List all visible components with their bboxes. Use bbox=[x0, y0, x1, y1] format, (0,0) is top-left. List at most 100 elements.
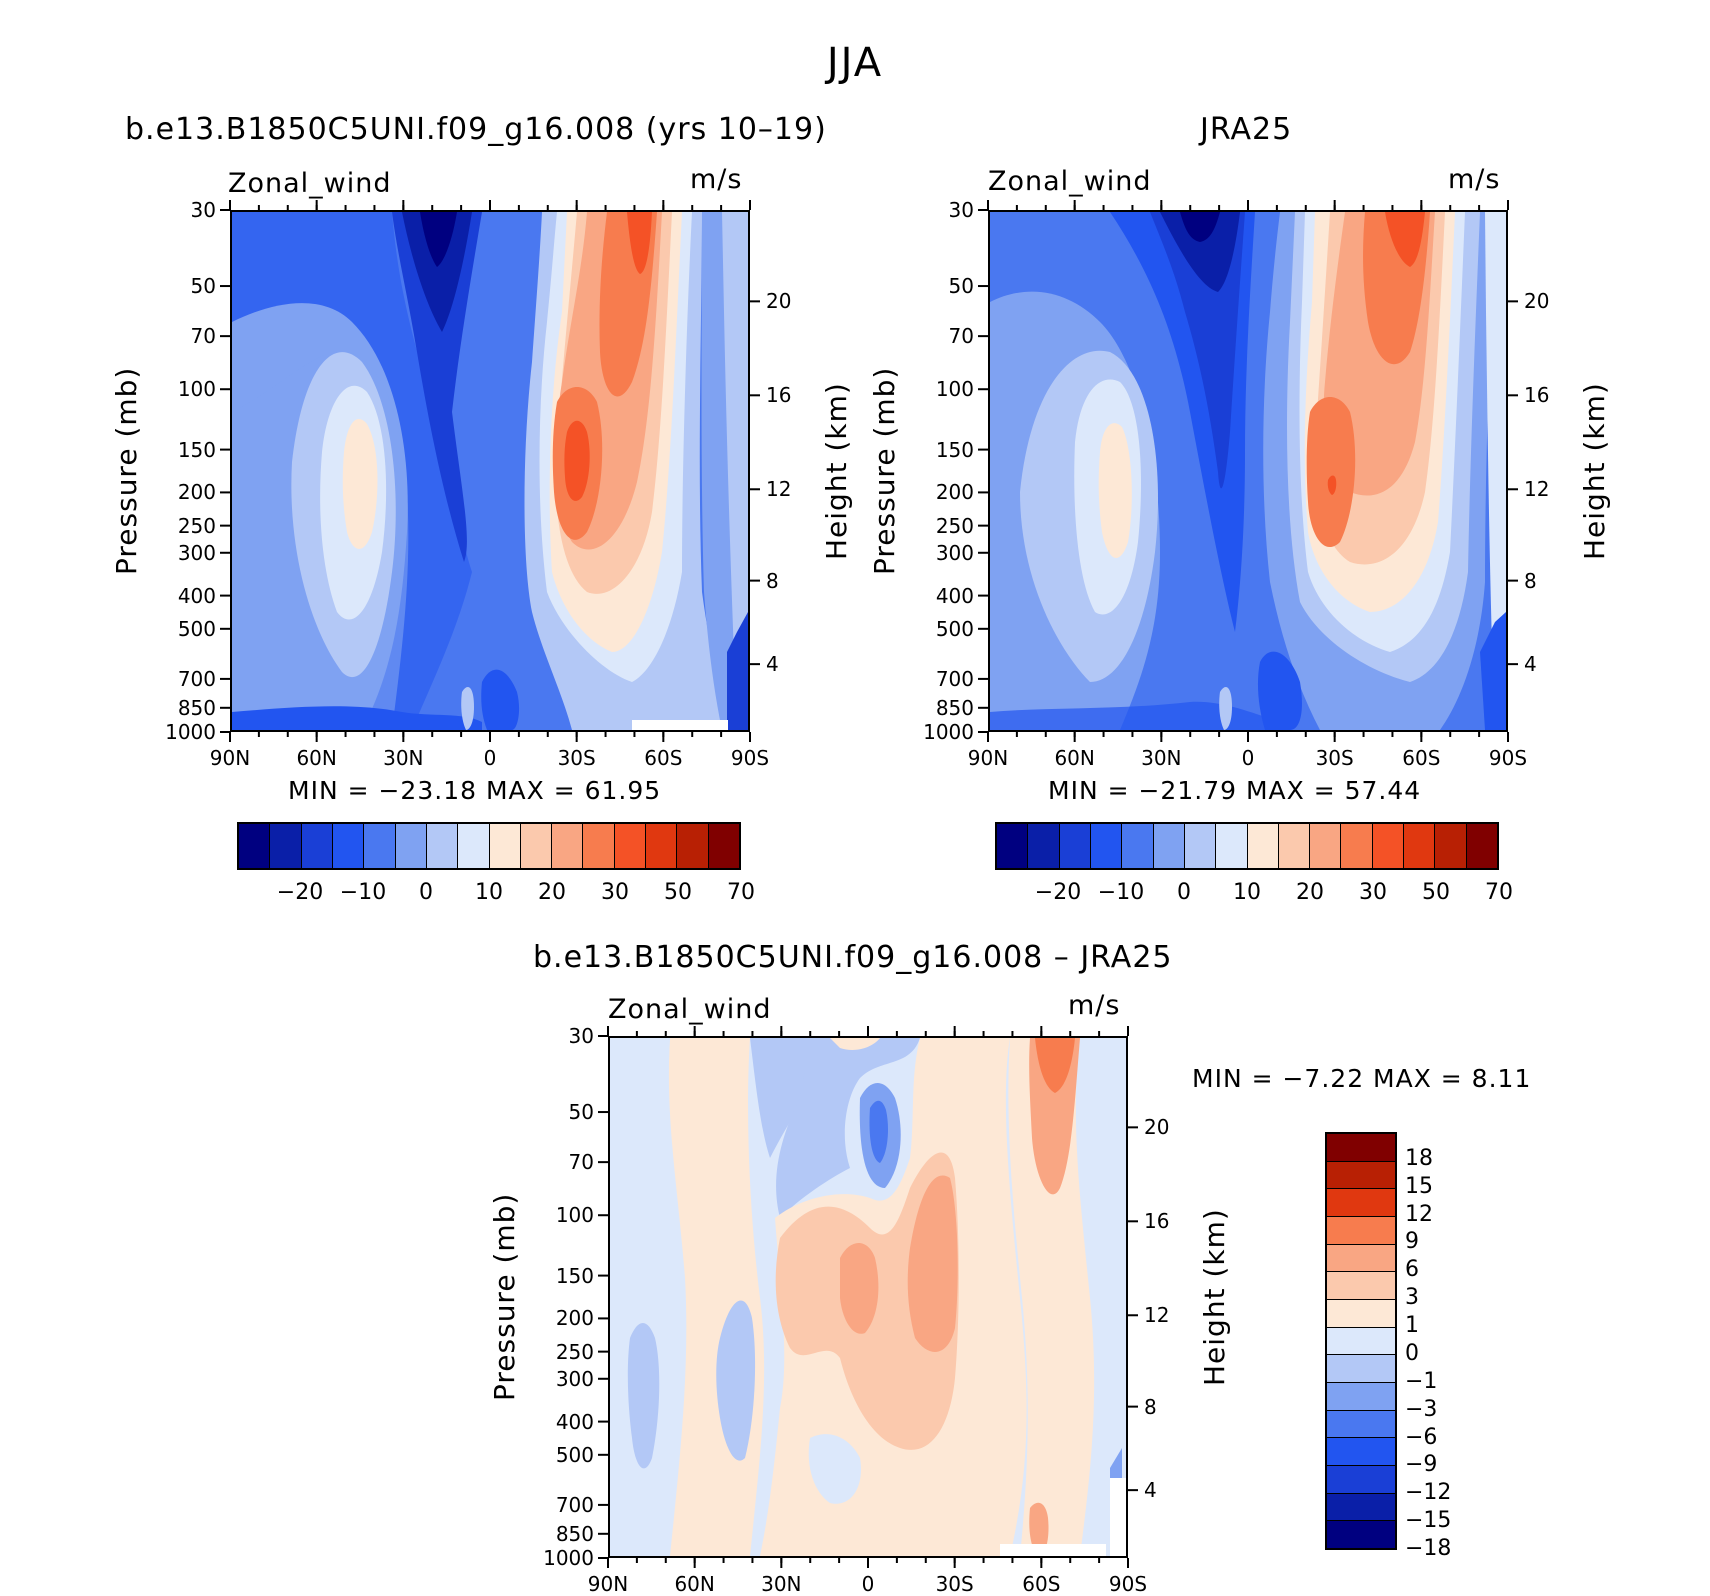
latitude-tick-label: 30N bbox=[383, 746, 424, 770]
colorbar-swatch bbox=[1327, 1355, 1395, 1384]
height-tick-label: 4 bbox=[1144, 1478, 1157, 1503]
pressure-tick-label: 400 bbox=[177, 583, 216, 608]
colorbar-swatch bbox=[1466, 824, 1497, 868]
pressure-tick-label: 100 bbox=[555, 1203, 594, 1228]
colorbar-label: 0 bbox=[1405, 1340, 1419, 1366]
colorbar-swatch bbox=[1327, 1466, 1395, 1494]
pressure-tick-label: 850 bbox=[177, 695, 216, 720]
colorbar-swatch bbox=[1059, 824, 1091, 868]
latitude-tick-label: 90S bbox=[1108, 1572, 1148, 1596]
colorbar-swatch bbox=[458, 824, 490, 868]
height-tick-label: 20 bbox=[766, 289, 792, 314]
pressure-tick-label: 1000 bbox=[165, 720, 216, 744]
pressure-tick-label: 300 bbox=[177, 540, 216, 565]
y-axis-title: Pressure (mb) bbox=[488, 1192, 521, 1402]
height-tick-label: 8 bbox=[1144, 1394, 1157, 1419]
units-label: m/s bbox=[1448, 164, 1501, 195]
colorbar-swatch bbox=[552, 824, 584, 868]
minmax-obs: MIN = −21.79 MAX = 57.44 bbox=[1048, 776, 1422, 805]
colorbar-swatch bbox=[395, 824, 427, 868]
pressure-tick-label: 70 bbox=[948, 324, 974, 349]
units-label: m/s bbox=[1068, 990, 1121, 1021]
y2-axis-title: Height (km) bbox=[1578, 382, 1611, 560]
height-tick-label: 20 bbox=[1524, 289, 1550, 314]
latitude-tick-label: 90N bbox=[587, 1572, 629, 1596]
pressure-tick-label: 150 bbox=[555, 1263, 594, 1288]
colorbar-label: −10 bbox=[339, 880, 387, 905]
y-axis-title: Pressure (mb) bbox=[110, 366, 143, 576]
pressure-tick-label: 70 bbox=[190, 324, 216, 349]
pressure-tick-label: 50 bbox=[948, 274, 974, 299]
colorbar-label: 0 bbox=[1177, 880, 1191, 905]
minmax-diff: MIN = −7.22 MAX = 8.11 bbox=[1192, 1064, 1532, 1093]
pressure-tick-label: 700 bbox=[177, 666, 216, 691]
pressure-tick-label: 30 bbox=[190, 198, 216, 222]
latitude-tick-label: 0 bbox=[483, 746, 497, 770]
latitude-tick-label: 60S bbox=[1022, 1572, 1061, 1596]
colorbar-label: 3 bbox=[1405, 1285, 1419, 1311]
colorbar-swatch bbox=[1435, 824, 1467, 868]
contour-plot-model bbox=[230, 210, 750, 732]
colorbar-label: −6 bbox=[1405, 1424, 1438, 1450]
colorbar-swatch bbox=[1153, 824, 1185, 868]
colorbar-label: 20 bbox=[538, 880, 566, 905]
minmax-model: MIN = −23.18 MAX = 61.95 bbox=[288, 776, 662, 805]
variable-label: Zonal_wind bbox=[988, 166, 1152, 197]
colorbar-swatch bbox=[520, 824, 553, 868]
colorbar-label: 20 bbox=[1296, 880, 1324, 905]
colorbar-label: 18 bbox=[1405, 1145, 1433, 1171]
pressure-tick-label: 50 bbox=[190, 274, 216, 299]
pressure-tick-label: 100 bbox=[935, 377, 974, 402]
height-tick-label: 16 bbox=[766, 383, 792, 408]
latitude-tick-label: 30N bbox=[761, 1572, 802, 1596]
colorbar-label: 15 bbox=[1405, 1173, 1433, 1199]
pressure-tick-label: 200 bbox=[555, 1306, 594, 1331]
colorbar-swatch bbox=[1278, 824, 1311, 868]
colorbar-swatch bbox=[1327, 1189, 1395, 1218]
panel-title-model: b.e13.B1850C5UNI.f09_g16.008 (yrs 10–19) bbox=[125, 112, 827, 147]
pressure-tick-label: 70 bbox=[568, 1150, 594, 1175]
latitude-tick-label: 90N bbox=[209, 746, 251, 770]
colorbar-swatch bbox=[332, 824, 365, 868]
pressure-tick-label: 200 bbox=[935, 480, 974, 505]
latitude-tick-label: 30S bbox=[1315, 746, 1354, 770]
height-tick-label: 4 bbox=[766, 652, 779, 677]
colorbar-swatch bbox=[1404, 824, 1436, 868]
colorbar-swatch bbox=[1122, 824, 1154, 868]
colorbar-swatch bbox=[677, 824, 709, 868]
colorbar-obs bbox=[995, 822, 1499, 870]
pressure-tick-label: 100 bbox=[177, 377, 216, 402]
colorbar-label: 30 bbox=[601, 880, 629, 905]
colorbar-model bbox=[237, 822, 741, 870]
pressure-tick-label: 300 bbox=[935, 540, 974, 565]
pressure-tick-label: 500 bbox=[935, 616, 974, 641]
pressure-tick-label: 250 bbox=[555, 1339, 594, 1364]
colorbar-swatch bbox=[239, 824, 271, 868]
latitude-tick-label: 0 bbox=[1241, 746, 1255, 770]
colorbar-swatch bbox=[270, 824, 302, 868]
height-tick-label: 20 bbox=[1144, 1115, 1170, 1140]
latitude-tick-label: 60S bbox=[644, 746, 683, 770]
colorbar-swatch bbox=[1327, 1493, 1395, 1522]
colorbar-swatch bbox=[614, 824, 647, 868]
figure-title: JJA bbox=[826, 40, 884, 86]
height-tick-label: 12 bbox=[1524, 477, 1550, 502]
pressure-tick-label: 250 bbox=[177, 513, 216, 538]
colorbar-swatch bbox=[1327, 1383, 1395, 1411]
colorbar-swatch bbox=[1327, 1244, 1395, 1273]
pressure-tick-label: 500 bbox=[555, 1442, 594, 1467]
latitude-tick-label: 60N bbox=[296, 746, 337, 770]
colorbar-label: 30 bbox=[1359, 880, 1387, 905]
height-tick-label: 8 bbox=[766, 568, 779, 593]
latitude-tick-label: 0 bbox=[861, 1572, 875, 1596]
colorbar-label: 9 bbox=[1405, 1229, 1419, 1255]
latitude-tick-label: 60N bbox=[1054, 746, 1095, 770]
latitude-tick-label: 60S bbox=[1402, 746, 1441, 770]
height-tick-label: 12 bbox=[1144, 1303, 1170, 1328]
colorbar-label: 70 bbox=[1485, 880, 1513, 905]
height-tick-label: 4 bbox=[1524, 652, 1537, 677]
colorbar-swatch bbox=[1216, 824, 1248, 868]
latitude-tick-label: 60N bbox=[674, 1572, 715, 1596]
colorbar-swatch bbox=[1090, 824, 1123, 868]
colorbar-label: 10 bbox=[1233, 880, 1261, 905]
